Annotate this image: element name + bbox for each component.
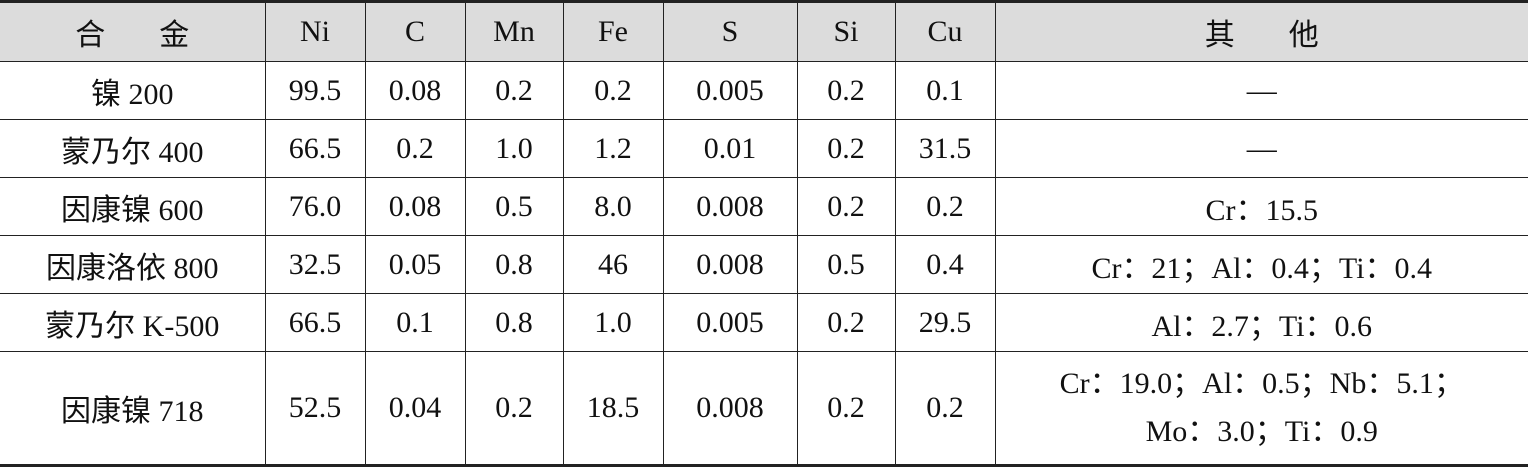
header-row: 合金 Ni C Mn Fe S Si Cu 其他: [0, 1, 1528, 62]
table-cell: 0.05: [364, 235, 466, 294]
header-cell: 其他: [994, 1, 1528, 62]
table-cell: 0.2: [464, 351, 564, 466]
header-cell: 合金: [0, 1, 266, 62]
table-cell: 0.2: [796, 351, 896, 466]
table-cell: 46: [562, 235, 664, 294]
table-cell: 0.2: [796, 177, 896, 236]
table-row: 镍 200 99.5 0.08 0.2 0.2 0.005 0.2 0.1—: [0, 61, 1528, 120]
table-cell: 0.005: [662, 293, 798, 352]
table-row: 因康镍 718 52.5 0.04 0.2 18.5 0.008 0.2 0.2 Cr：19.0…: [0, 351, 1528, 466]
table-cell: 99.5: [264, 61, 366, 120]
table-cell: 0.2: [894, 351, 996, 466]
table-cell: —: [994, 61, 1528, 120]
table-cell: 32.5: [264, 235, 366, 294]
header-cell: Cu: [894, 1, 996, 62]
table-row: 因康洛依 800 32.5 0.05 0.8 46 0.008 0.5 0.4 Cr：21；Al…: [0, 235, 1528, 294]
table-cell: 0.08: [364, 61, 466, 120]
table-cell: 8.0: [562, 177, 664, 236]
header-cell: Fe: [562, 1, 664, 62]
table-cell: 1.0: [562, 293, 664, 352]
table-cell: 76.0: [264, 177, 366, 236]
table-cell: 0.2: [796, 61, 896, 120]
table-row: 蒙乃尔 400 66.5 0.2 1.0 1.2 0.01 0.2 31.5—: [0, 119, 1528, 178]
table-cell: 66.5: [264, 293, 366, 352]
header-cell: C: [364, 1, 466, 62]
table-cell: 因康镍 600: [0, 177, 266, 236]
table-cell: 0.2: [364, 119, 466, 178]
table-row: 蒙乃尔 K-500 66.5 0.1 0.8 1.0 0.005 0.2 29.5 Al：2.7…: [0, 293, 1528, 352]
table-cell: 0.8: [464, 293, 564, 352]
table-cell: 1.0: [464, 119, 564, 178]
table-cell: 0.1: [894, 61, 996, 120]
table-cell: 0.005: [662, 61, 798, 120]
table-cell: 镍 200: [0, 61, 266, 120]
table-cell: 0.5: [796, 235, 896, 294]
table-cell: 29.5: [894, 293, 996, 352]
header-cell: Si: [796, 1, 896, 62]
table-header: 合金 Ni C Mn Fe S Si Cu 其他: [0, 1, 1528, 62]
table-cell: 0.2: [894, 177, 996, 236]
table-cell: 0.8: [464, 235, 564, 294]
table-cell: 0.5: [464, 177, 564, 236]
table-cell: Cr：15.5: [994, 177, 1528, 236]
table-cell: 52.5: [264, 351, 366, 466]
table-cell: 0.2: [464, 61, 564, 120]
table-cell: 0.2: [796, 293, 896, 352]
table-cell: Al：2.7；Ti：0.6: [994, 293, 1528, 352]
table-cell: 0.008: [662, 235, 798, 294]
cell-line: Mo：3.0；Ti：0.9: [1145, 415, 1378, 448]
table-body: 镍 200 99.5 0.08 0.2 0.2 0.005 0.2 0.1— 蒙乃尔 400 66…: [0, 61, 1528, 466]
table-row: 因康镍 600 76.0 0.08 0.5 8.0 0.008 0.2 0.2 Cr：15.5: [0, 177, 1528, 236]
table-cell: 31.5: [894, 119, 996, 178]
table-cell: 因康洛依 800: [0, 235, 266, 294]
table-cell: Cr：19.0；Al：0.5；Nb：5.1； Mo：3.0；Ti：0.9: [994, 351, 1528, 466]
table-cell: Cr：21；Al：0.4；Ti：0.4: [994, 235, 1528, 294]
cell-line: Cr：19.0；Al：0.5；Nb：5.1；: [1059, 367, 1464, 400]
header-cell: S: [662, 1, 798, 62]
table-cell: 18.5: [562, 351, 664, 466]
table-cell: 0.2: [562, 61, 664, 120]
table-cell: 蒙乃尔 K-500: [0, 293, 266, 352]
table-cell: 0.01: [662, 119, 798, 178]
table-cell: 蒙乃尔 400: [0, 119, 266, 178]
table-cell: —: [994, 119, 1528, 178]
table-cell: 0.008: [662, 351, 798, 466]
table-cell: 0.4: [894, 235, 996, 294]
table-cell: 0.04: [364, 351, 466, 466]
table-cell: 1.2: [562, 119, 664, 178]
table-cell: 66.5: [264, 119, 366, 178]
table-cell: 0.2: [796, 119, 896, 178]
table-cell: 0.1: [364, 293, 466, 352]
header-cell: Mn: [464, 1, 564, 62]
table-cell: 0.08: [364, 177, 466, 236]
table-cell: 0.008: [662, 177, 798, 236]
table-cell: 因康镍 718: [0, 351, 266, 466]
header-cell: Ni: [264, 1, 366, 62]
